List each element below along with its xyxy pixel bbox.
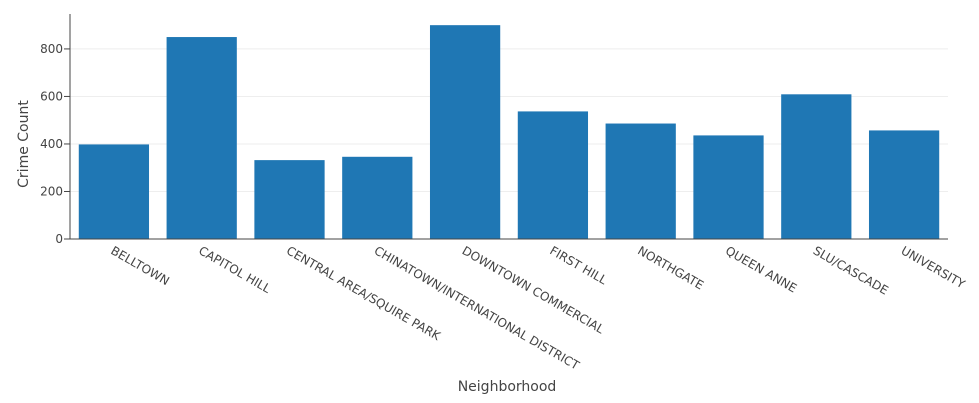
- bar: [517, 111, 589, 239]
- x-tick-label: FIRST HILL: [547, 243, 609, 287]
- bar: [78, 144, 150, 239]
- x-tick-label: NORTHGATE: [635, 243, 706, 292]
- y-tick-label: 200: [40, 184, 63, 198]
- bar: [429, 25, 501, 240]
- bars: [78, 25, 940, 240]
- y-tick-label: 600: [40, 89, 63, 103]
- y-axis: 0 200 400 600 800: [40, 14, 71, 246]
- bar: [781, 94, 852, 239]
- x-axis-title: Neighborhood: [458, 379, 557, 395]
- y-tick-label: 0: [55, 232, 63, 246]
- y-axis-title: Crime Count: [16, 100, 32, 188]
- x-tick-label: UNIVERSITY: [899, 243, 968, 291]
- x-tick-label: BELLTOWN: [108, 243, 171, 288]
- bar: [342, 156, 413, 239]
- x-tick-label: CAPITOL HILL: [196, 243, 273, 296]
- x-tick-label: SLU/CASCADE: [811, 243, 891, 297]
- bar: [693, 135, 764, 239]
- x-axis: BELLTOWN CAPITOL HILL CENTRAL AREA/SQUIRE …: [70, 238, 968, 373]
- bar: [605, 123, 676, 239]
- bar: [254, 160, 325, 239]
- bar: [868, 130, 940, 239]
- y-tick-label: 800: [40, 42, 63, 56]
- x-tick-label: QUEEN ANNE: [723, 243, 799, 295]
- x-tick-label: CENTRAL AREA/SQUIRE PARK: [284, 243, 444, 343]
- x-tick-label: DOWNTOWN COMMERCIAL: [460, 243, 607, 336]
- y-tick-label: 400: [40, 137, 63, 151]
- bar: [166, 37, 237, 239]
